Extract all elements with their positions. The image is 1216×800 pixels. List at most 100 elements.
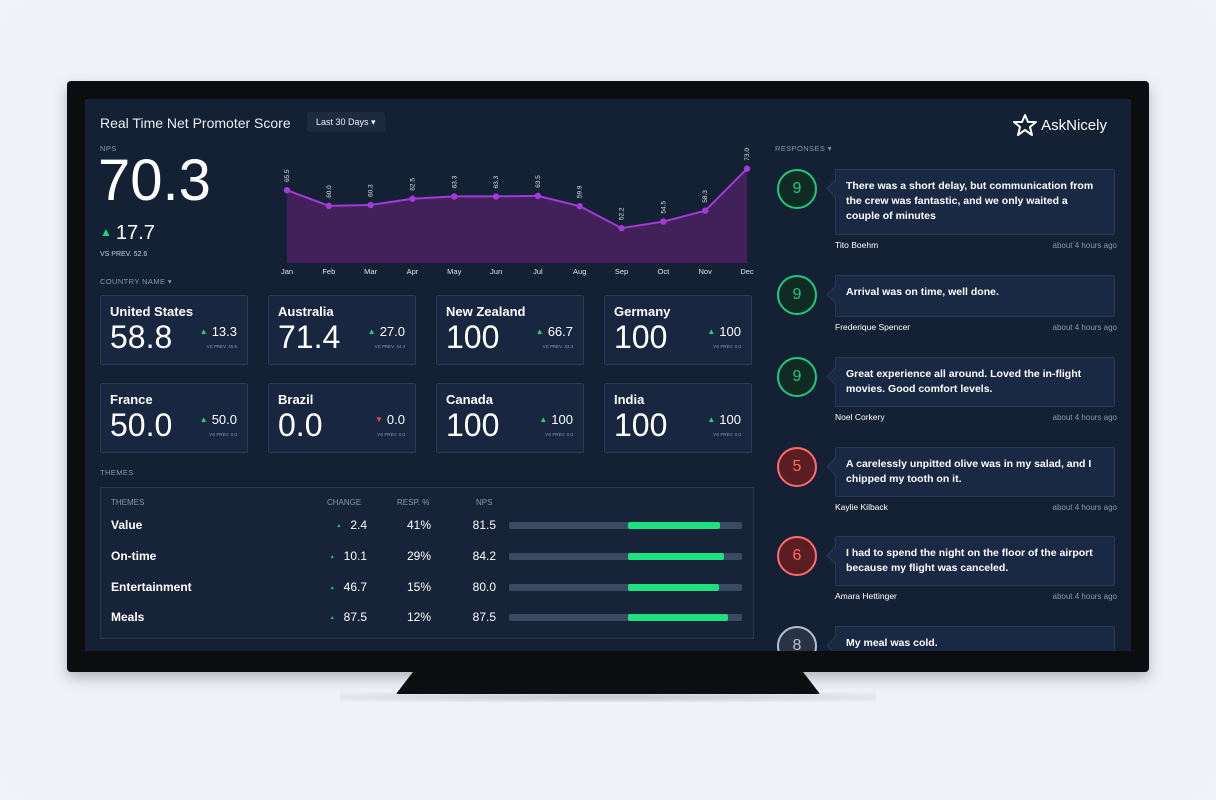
respondent-name: Kaylie Kilback xyxy=(835,502,888,512)
up-triangle-icon: ▲ xyxy=(367,327,376,336)
up-triangle-icon: ▲ xyxy=(329,615,335,621)
chart-point[interactable] xyxy=(283,186,291,194)
table-row[interactable]: On-time ▲ 10.1 29% 84.2 xyxy=(101,541,753,569)
country-name-label-text: COUNTRY NAME xyxy=(100,277,166,286)
theme-name: Meals xyxy=(111,610,145,624)
country-card[interactable]: Australia 71.4 ▲ 27.0 VS PREV. 44.4 xyxy=(268,295,416,365)
chart-point[interactable] xyxy=(743,165,751,172)
respondent-name: Frederique Spencer xyxy=(835,322,911,332)
chart-point[interactable] xyxy=(409,195,416,202)
response-time: about 4 hours ago xyxy=(1052,323,1118,332)
chart-point[interactable] xyxy=(534,192,542,200)
score-badge: 9 xyxy=(777,275,817,315)
chart-point[interactable] xyxy=(618,224,625,232)
country-card[interactable]: New Zealand 100 ▲ 66.7 VS PREV. 33.3 xyxy=(436,295,584,365)
nps-change: ▲ 17.7 xyxy=(100,222,155,245)
chart-point[interactable] xyxy=(660,218,667,225)
country-card[interactable]: Canada 100 ▲ 100 VS PREV. 0.0 xyxy=(436,383,584,453)
theme-nps-bar-fill xyxy=(628,614,728,621)
data-label: 63.3 xyxy=(451,175,458,188)
country-change: ▼ 0.0 xyxy=(375,412,405,427)
country-previous: VS PREV. 0.0 xyxy=(209,432,237,437)
country-name: Germany xyxy=(614,304,671,319)
x-tick-label: Dec xyxy=(740,267,754,276)
theme-change: ▲ 2.4 xyxy=(317,518,367,532)
x-tick-label: Sep xyxy=(615,267,628,276)
data-label: 52.2 xyxy=(619,207,626,220)
x-tick-label: Feb xyxy=(322,267,335,276)
country-previous: VS PREV. 0.0 xyxy=(545,432,573,437)
country-nps: 100 xyxy=(446,407,500,443)
x-tick-label: Jan xyxy=(281,267,293,276)
chart-point[interactable] xyxy=(325,202,333,210)
up-triangle-icon: ▲ xyxy=(199,327,208,336)
chart-point[interactable] xyxy=(492,193,500,200)
nps-label: NPS xyxy=(100,144,117,153)
table-row[interactable]: Value ▲ 2.4 41% 81.5 xyxy=(101,510,753,538)
up-triangle-icon: ▲ xyxy=(329,554,335,560)
table-row[interactable]: Meals ▲ 87.5 12% 87.5 xyxy=(101,602,753,630)
respondent-name: Amara Hettinger xyxy=(835,591,897,601)
score-badge: 8 xyxy=(777,626,817,651)
star-logo-icon xyxy=(1013,114,1038,136)
chart-point[interactable] xyxy=(367,201,374,209)
response-time: about 4 hours ago xyxy=(1052,503,1118,512)
response-time: about 4 hours ago xyxy=(1052,241,1118,250)
chevron-down-icon: ▾ xyxy=(167,277,173,286)
country-previous: VS PREV. 0.0 xyxy=(377,432,405,437)
theme-change: ▲ 46.7 xyxy=(317,580,367,594)
theme-nps: 80.0 xyxy=(472,580,496,594)
up-triangle-icon: ▲ xyxy=(707,327,716,336)
data-label: 59.9 xyxy=(577,185,584,198)
col-header-theme: THEMES xyxy=(111,498,145,507)
theme-resp: 15% xyxy=(406,580,431,594)
chart-point[interactable] xyxy=(576,202,583,210)
country-change-value: 100 xyxy=(719,412,741,427)
data-label: 58.3 xyxy=(702,190,709,203)
response-time: about 4 hours ago xyxy=(1052,592,1118,601)
col-header-nps: NPS xyxy=(476,498,493,507)
respondent-name: Tito Boehm xyxy=(835,240,879,250)
theme-change-value: 87.5 xyxy=(343,610,367,624)
country-change: ▲ 50.0 xyxy=(200,412,237,427)
theme-nps: 87.5 xyxy=(472,610,496,624)
brand-logo: AskNicely xyxy=(1013,114,1107,136)
response-text: There was a short delay, but communicati… xyxy=(835,169,1115,235)
country-card[interactable]: United States 58.8 ▲ 13.3 VS PREV. 45.5 xyxy=(100,295,248,365)
nps-trend-chart: 65.5 Jan 60.0 Feb 60.3 Mar 62.5 Apr 63.3 May 63.3 J… xyxy=(281,148,754,276)
up-triangle-icon: ▲ xyxy=(707,415,716,424)
chart-point[interactable] xyxy=(451,193,458,200)
x-tick-label: Mar xyxy=(364,267,377,276)
country-card[interactable]: India 100 ▲ 100 VS PREV. 0.0 xyxy=(604,383,752,453)
theme-name: Value xyxy=(111,518,143,532)
country-name: France xyxy=(110,392,153,407)
country-card[interactable]: France 50.0 ▲ 50.0 VS PREV. 0.0 xyxy=(100,383,248,453)
chart-line xyxy=(286,168,748,230)
theme-nps-bar xyxy=(509,522,742,529)
country-nps: 58.8 xyxy=(110,319,173,355)
chart-area xyxy=(287,168,747,263)
up-triangle-icon: ▲ xyxy=(329,585,335,591)
x-tick-label: Jul xyxy=(533,267,543,276)
theme-nps-bar xyxy=(509,584,742,591)
theme-nps-bar xyxy=(509,553,742,560)
date-range-dropdown[interactable]: Last 30 Days ▾ xyxy=(307,112,385,132)
country-change: ▲ 100 xyxy=(707,324,741,339)
data-label: 65.5 xyxy=(284,169,291,182)
country-card[interactable]: Brazil 0.0 ▼ 0.0 VS PREV. 0.0 xyxy=(268,383,416,453)
country-change: ▲ 100 xyxy=(707,412,741,427)
country-nps: 0.0 xyxy=(278,407,323,443)
country-card[interactable]: Germany 100 ▲ 100 VS PREV. 0.0 xyxy=(604,295,752,365)
x-tick-label: Jun xyxy=(490,267,502,276)
data-label: 60.3 xyxy=(368,184,375,197)
stand-shadow xyxy=(340,692,876,702)
x-tick-label: Oct xyxy=(658,267,671,276)
nps-change-value: 17.7 xyxy=(115,222,155,244)
respondent-name: Noel Corkery xyxy=(835,412,885,422)
dashboard-screen: Real Time Net Promoter Score Last 30 Day… xyxy=(85,99,1131,651)
up-triangle-icon: ▲ xyxy=(535,327,544,336)
data-label: 62.5 xyxy=(409,178,416,191)
chart-point[interactable] xyxy=(701,207,709,214)
table-row[interactable]: Entertainment ▲ 46.7 15% 80.0 xyxy=(101,572,753,600)
country-previous: VS PREV. 45.5 xyxy=(206,344,237,349)
